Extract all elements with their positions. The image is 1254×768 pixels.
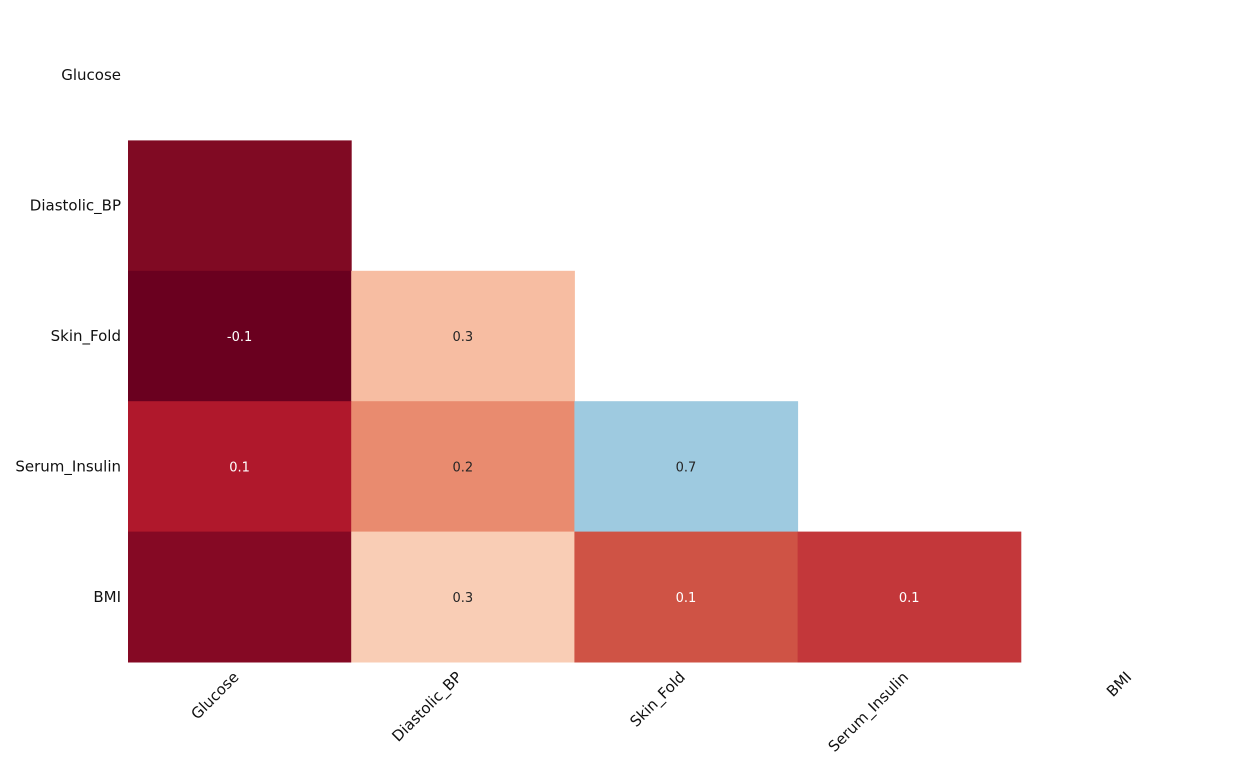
y-tick-label-diastolic-bp: Diastolic_BP: [30, 197, 121, 216]
cell-value-label: 0.3: [452, 330, 473, 345]
heatmap-cell-bmi-skin-fold: [574, 531, 799, 663]
heatmap-cell-labels: -0.1 0.3 0.1 0.2 0.7 0.3 0.1 0.1: [227, 330, 920, 606]
heatmap-cell-bmi-diastolic-bp: [351, 531, 575, 663]
heatmap-cell-bmi-serum-insulin: [797, 531, 1022, 663]
cell-value-label: 0.7: [676, 460, 697, 475]
heatmap-cell-diastolic-bp-glucose: [128, 140, 352, 272]
x-tick-label-bmi: BMI: [1103, 668, 1135, 700]
cell-value-label: 0.1: [676, 591, 697, 606]
heatmap-cells: [128, 140, 1022, 663]
x-tick-label-skin-fold: Skin_Fold: [626, 668, 689, 731]
y-tick-label-serum-insulin: Serum_Insulin: [15, 457, 121, 476]
y-tick-label-bmi: BMI: [93, 588, 121, 606]
x-tick-label-glucose: Glucose: [187, 668, 242, 723]
y-tick-label-skin-fold: Skin_Fold: [51, 327, 121, 346]
heatmap-cell-skin-fold-diastolic-bp: [351, 270, 575, 402]
y-tick-label-glucose: Glucose: [61, 66, 121, 84]
heatmap-cell-serum-insulin-skin-fold: [574, 401, 799, 533]
cell-value-label: 0.2: [452, 460, 473, 475]
heatmap-cell-bmi-glucose: [128, 531, 352, 663]
heatmap-cell-skin-fold-glucose: [128, 270, 352, 402]
cell-value-label: 0.3: [452, 591, 473, 606]
x-tick-label-serum-insulin: Serum_Insulin: [825, 668, 913, 756]
heatmap-cell-serum-insulin-diastolic-bp: [351, 401, 575, 533]
heatmap-cell-serum-insulin-glucose: [128, 401, 352, 533]
cell-value-label: 0.1: [229, 460, 250, 475]
x-axis-tick-labels: Glucose Diastolic_BP Skin_Fold Serum_Insuli…: [187, 668, 1135, 756]
y-axis-tick-labels: Glucose Diastolic_BP Skin_Fold Serum_Insuli…: [15, 66, 121, 606]
x-tick-label-diastolic-bp: Diastolic_BP: [388, 668, 466, 746]
cell-value-label: -0.1: [227, 330, 252, 345]
cell-value-label: 0.1: [899, 591, 920, 606]
